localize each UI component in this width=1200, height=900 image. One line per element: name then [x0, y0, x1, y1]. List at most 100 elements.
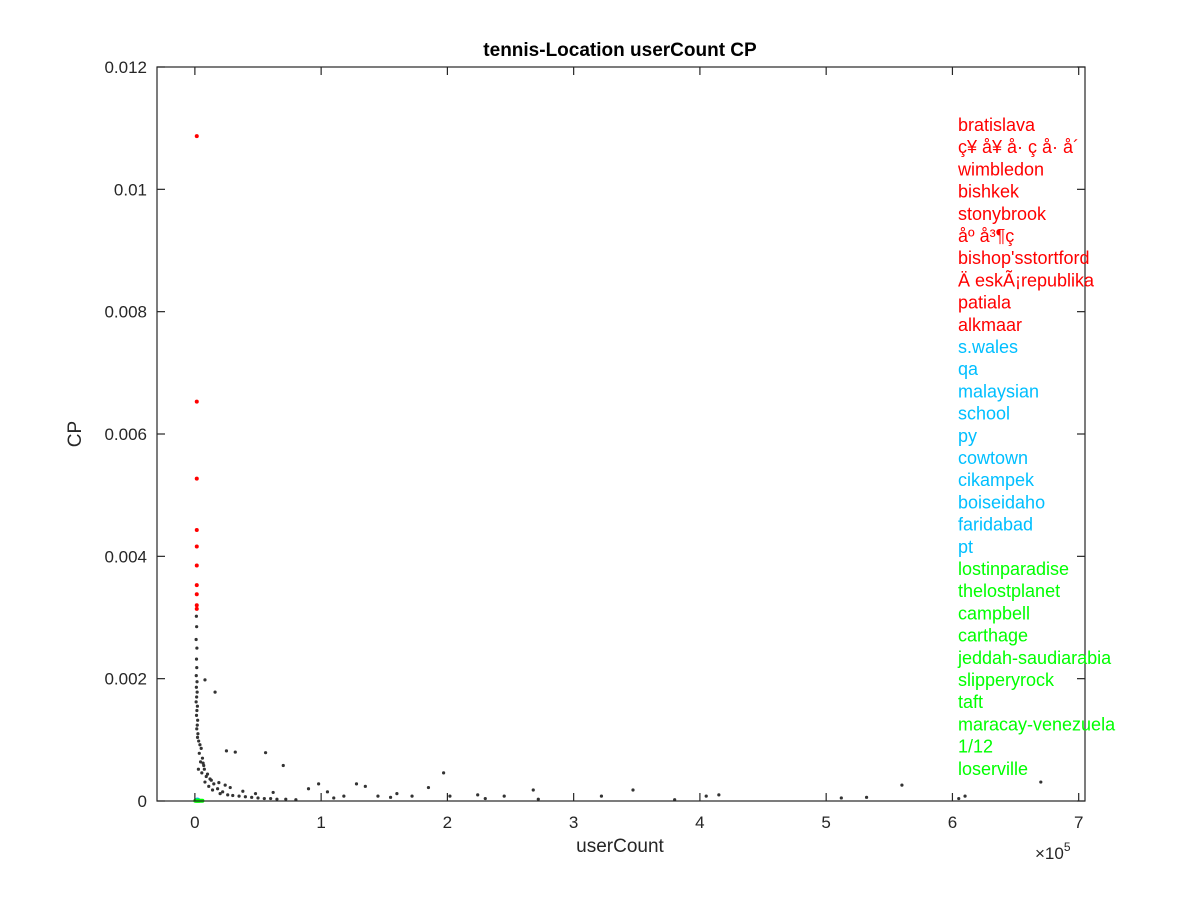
legend-entry: maracay-venezuela — [958, 714, 1116, 734]
x-multiplier-exponent: 5 — [1064, 840, 1071, 854]
y-tick-label: 0.006 — [104, 425, 147, 444]
data-point-other — [197, 739, 201, 743]
data-point-top — [194, 563, 199, 568]
legend-entry: loserville — [958, 759, 1028, 779]
data-point-other — [963, 794, 967, 798]
data-point-other — [195, 625, 199, 629]
data-point-other — [237, 794, 241, 798]
data-point-other — [194, 637, 198, 642]
data-point-other — [442, 771, 446, 775]
x-tick-label: 7 — [1074, 813, 1083, 832]
legend-entry: s.wales — [958, 337, 1018, 357]
x-tick-label: 6 — [948, 813, 957, 832]
data-point-other — [205, 772, 210, 776]
data-point-other — [202, 767, 206, 771]
legend-entry: cowtown — [958, 448, 1028, 468]
data-point-other — [241, 789, 245, 793]
data-point-other — [388, 795, 393, 799]
data-point-other — [199, 746, 203, 750]
y-tick-label: 0.01 — [114, 180, 147, 199]
data-point-other — [502, 794, 506, 798]
x-multiplier-base: ×10 — [1035, 844, 1064, 863]
x-tick-label: 5 — [821, 813, 830, 832]
y-tick-label: 0 — [138, 792, 147, 811]
legend-entry: boiseidaho — [958, 492, 1045, 512]
x-axis-label: userCount — [576, 836, 664, 857]
data-point-other — [281, 763, 285, 768]
data-point-other — [263, 751, 268, 755]
legend-entry: cikampek — [958, 470, 1035, 490]
data-point-other — [196, 767, 201, 771]
data-point-other — [900, 783, 904, 787]
data-point-other — [839, 796, 843, 800]
legend-entry: åº å³¶ç — [958, 226, 1014, 246]
data-point-other — [194, 614, 198, 618]
x-tick-label: 0 — [190, 813, 199, 832]
y-axis-label: CP — [65, 421, 86, 447]
data-point-other — [198, 743, 202, 747]
data-point-other — [207, 784, 211, 788]
data-point-other — [195, 727, 199, 731]
data-point-other — [363, 784, 367, 788]
data-point-other — [223, 783, 227, 787]
data-point-other — [256, 796, 260, 800]
data-point-other — [194, 674, 198, 678]
data-point-other — [224, 749, 229, 753]
legend-entry: qa — [958, 359, 979, 379]
data-point-other — [194, 657, 199, 661]
data-point-top — [194, 583, 199, 588]
data-point-other — [275, 797, 279, 801]
legend-entry: py — [958, 426, 977, 446]
data-point-other — [201, 761, 205, 765]
data-point-other — [376, 794, 380, 798]
data-point-other — [195, 666, 199, 670]
data-point-other — [233, 750, 237, 754]
legend-entry: alkmaar — [958, 315, 1022, 335]
y-tick-label: 0.002 — [104, 670, 147, 689]
legend-entry: 1/12 — [958, 737, 993, 757]
data-point-other — [395, 792, 399, 796]
data-point-other — [631, 788, 635, 792]
data-point-other — [195, 708, 199, 713]
data-point-other — [410, 794, 414, 798]
y-tick-label: 0.012 — [104, 58, 147, 77]
data-point-top — [194, 399, 199, 404]
data-point-other — [203, 780, 207, 784]
data-point-other — [198, 760, 203, 764]
data-point-other — [957, 796, 961, 801]
data-point-other — [203, 678, 207, 682]
data-point-other — [531, 788, 535, 792]
data-point-top — [194, 476, 199, 481]
legend-entry: thelostplanet — [958, 581, 1060, 601]
data-point-other — [1039, 780, 1043, 784]
legend-entry: school — [958, 404, 1010, 424]
data-point-other — [306, 787, 311, 791]
legend-entry: bratislava — [958, 115, 1036, 135]
data-point-top — [194, 528, 199, 533]
data-point-other — [284, 797, 288, 801]
data-point-other — [216, 787, 220, 791]
y-tick-label: 0.004 — [104, 547, 147, 566]
data-point-other — [426, 785, 431, 790]
data-point-other — [250, 795, 254, 799]
data-point-top — [194, 544, 199, 549]
data-point-other — [231, 793, 235, 798]
legend-entry: bishop'sstortford — [958, 248, 1090, 268]
data-point-other — [195, 695, 199, 699]
data-point-other — [194, 685, 198, 689]
legend-entry: wimbledon — [957, 159, 1044, 179]
legend-entry: malaysian — [958, 381, 1039, 401]
data-point-other — [200, 756, 205, 760]
data-point-top — [194, 603, 199, 608]
data-point-other — [221, 790, 225, 794]
data-point-other — [194, 700, 198, 704]
data-point-other — [271, 790, 275, 795]
data-points — [193, 134, 1043, 803]
legend-entry: faridabad — [958, 515, 1033, 535]
axis-ticks: 0 1 2 3 4 5 6 7 0 0.002 0.004 0.006 0.008 0.01 0.012 — [104, 58, 1085, 832]
legend-entry: lostinparadise — [958, 559, 1069, 579]
